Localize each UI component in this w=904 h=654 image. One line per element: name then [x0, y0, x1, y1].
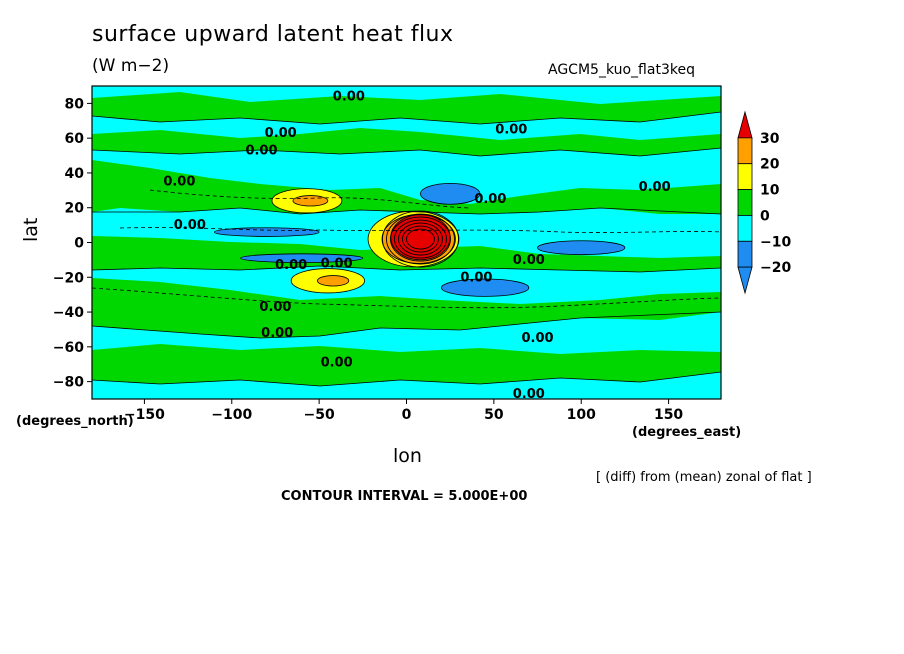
contour-label: 0.00: [259, 300, 291, 315]
colorbar-label: −10: [760, 234, 791, 250]
colorbar-box: [737, 215, 753, 242]
x-tick-label: 100: [567, 407, 596, 423]
x-tick-label: −150: [124, 407, 165, 423]
contour-label: 0.00: [495, 122, 527, 137]
contour-label: 0.00: [261, 326, 293, 341]
band-north-polar: [92, 92, 721, 124]
anomaly-region: [441, 278, 530, 297]
colorbar-box: [737, 240, 753, 268]
contour-label: 0.00: [333, 89, 365, 104]
y-tick-label: 40: [65, 166, 85, 182]
colorbar-bottom-arrow: [737, 266, 753, 295]
contour-ring: [386, 213, 455, 265]
colorbar: 30 20 10 0 −10 −20: [737, 110, 791, 295]
y-tick-label: −80: [53, 375, 84, 391]
contour-ring: [394, 219, 447, 259]
contour-ring: [382, 210, 459, 268]
x-tick-label: 150: [654, 407, 683, 423]
y-axis-units: (degrees_north): [16, 414, 134, 429]
contour-label: 0.00: [275, 258, 307, 273]
contour-ring: [406, 228, 435, 250]
x-tick-label: 50: [484, 407, 504, 423]
contour-interval: CONTOUR INTERVAL = 5.000E+00: [281, 489, 528, 504]
contour-label: 0.00: [321, 355, 353, 370]
model-name: AGCM5_kuo_flat3keq: [548, 62, 695, 78]
contour-label: 0.00: [513, 253, 545, 268]
contour-lines: [92, 111, 721, 387]
anomaly-region: [420, 182, 481, 205]
colorbar-top-arrow: [737, 110, 753, 139]
colorbar-label: 0: [760, 208, 770, 224]
y-tick-label: 60: [65, 131, 85, 147]
anomaly-region: [316, 275, 350, 287]
colorbar-label: 30: [760, 131, 780, 147]
chart-title: surface upward latent heat flux: [92, 22, 454, 47]
regions-layer: [213, 182, 626, 297]
contour-ring: [390, 216, 451, 262]
anomaly-region: [213, 227, 320, 237]
contour-label: 0.00: [474, 192, 506, 207]
y-tick-label: −60: [53, 340, 84, 356]
contour-label: 0.00: [245, 143, 277, 158]
x-axis-units: (degrees_east): [632, 425, 742, 440]
y-axis-ticks: 80 60 40 20 0 −20 −40 −60 −80: [53, 96, 92, 391]
diff-note: [ (diff) from (mean) zonal of flat ]: [596, 470, 812, 485]
anomaly-region: [240, 253, 364, 263]
contour-label: 0.00: [174, 218, 206, 233]
contour-label-layer: 0.00 0.00 0.00 0.00 0.00 0.00 0.00 0.00 0.00 0.00…: [163, 89, 670, 401]
contour-ring: [398, 222, 443, 256]
band-south-subtropic: [92, 278, 721, 338]
chart-units: (W m−2): [92, 56, 170, 76]
contour-label: 0.00: [321, 256, 353, 271]
x-axis-label: lon: [393, 445, 422, 467]
contour-label: 0.00: [163, 175, 195, 190]
colorbar-label: 20: [760, 157, 780, 173]
contour-label: 0.00: [265, 126, 297, 141]
band-north-subtropic: [92, 160, 721, 214]
y-tick-label: 80: [65, 96, 85, 112]
contour-label: 0.00: [513, 387, 545, 402]
colorbar-label: 10: [760, 183, 780, 199]
colorbar-box: [737, 189, 753, 216]
x-axis-ticks: −150 −100 −50 0 50 100 150: [124, 399, 683, 423]
contour-label: 0.00: [639, 180, 671, 195]
y-tick-label: 20: [65, 201, 85, 217]
x-tick-label: 0: [402, 407, 412, 423]
plot-field: [92, 86, 721, 399]
contour-label: 0.00: [460, 270, 492, 285]
anomaly-region: [537, 240, 626, 256]
colorbar-label: −20: [760, 260, 791, 276]
colorbar-box: [737, 163, 753, 190]
y-tick-label: 0: [74, 236, 84, 252]
contour-label: 0.00: [522, 331, 554, 346]
x-tick-label: −100: [211, 407, 252, 423]
colorbar-box: [737, 137, 753, 165]
contour-ring: [402, 225, 439, 253]
band-south-polar: [92, 344, 721, 386]
anomaly-region: [292, 195, 329, 207]
x-tick-label: −50: [304, 407, 335, 423]
anomaly-region: [390, 214, 451, 261]
y-tick-label: −40: [53, 305, 84, 321]
y-tick-label: −20: [53, 270, 84, 286]
band-north-mid: [92, 128, 721, 156]
